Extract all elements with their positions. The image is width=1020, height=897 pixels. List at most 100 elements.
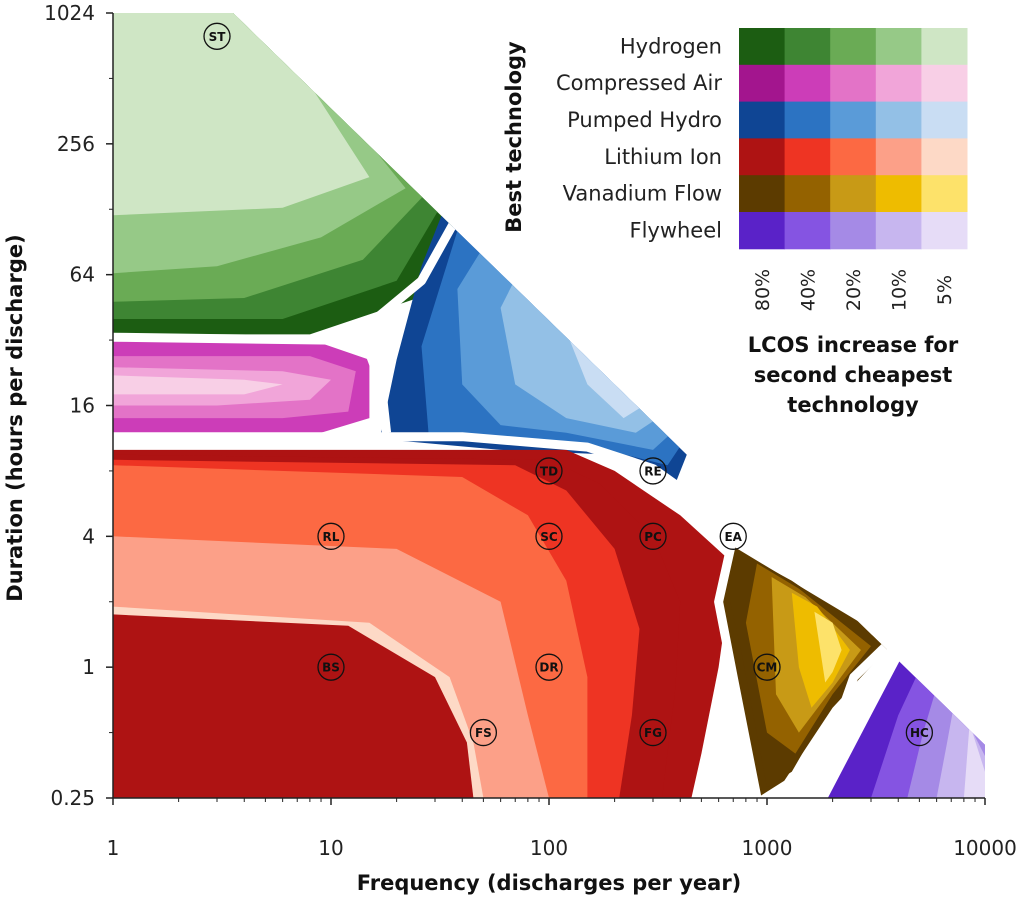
- legend-swatch: [875, 28, 922, 66]
- legend-level-title-line-3: technology: [787, 393, 919, 417]
- legend-swatch: [830, 64, 877, 103]
- application-marker-td: TD: [535, 457, 563, 485]
- application-marker-re: RE: [639, 457, 667, 485]
- legend-swatch: [921, 212, 968, 250]
- compressed-air-region: [113, 340, 370, 433]
- application-marker-st: ST: [203, 22, 231, 50]
- boundary-line: [812, 635, 897, 783]
- boundary-line: [113, 332, 392, 434]
- marker-label: ST: [209, 30, 227, 44]
- application-marker-bs: BS: [317, 653, 345, 681]
- x-tick-label: 10000: [953, 836, 1017, 860]
- legend-swatch: [875, 138, 922, 176]
- legend-swatch: [784, 101, 831, 139]
- application-marker-pc: PC: [639, 522, 667, 550]
- legend-swatch: [921, 64, 968, 103]
- marker-circle: [753, 653, 781, 681]
- legend-swatch: [784, 138, 831, 176]
- marker-label: CM: [757, 661, 778, 675]
- marker-circle: [535, 653, 563, 681]
- application-marker-fs: FS: [469, 718, 498, 747]
- boundary-line: [372, 205, 467, 323]
- legend-row-label: Hydrogen: [620, 34, 722, 58]
- legend-row-label: Pumped Hydro: [567, 108, 722, 132]
- legend-swatch: [875, 175, 922, 213]
- y-tick-label: 64: [70, 263, 95, 287]
- contour-band: [113, 375, 283, 395]
- application-marker-cm: CM: [753, 653, 781, 681]
- axis-ticks: 1 10 100 1000 10000 0.25 1 4 16 64 256 1024: [44, 1, 1017, 860]
- marker-label: FG: [644, 726, 662, 740]
- legend-level-label: 80%: [752, 269, 774, 311]
- marker-label: HC: [910, 726, 929, 740]
- x-tick-label: 10: [318, 836, 343, 860]
- legend-swatch: [921, 138, 968, 176]
- y-tick-label: 1: [82, 655, 95, 679]
- application-marker-dr: DR: [535, 653, 563, 681]
- legend-row-label: Vanadium Flow: [563, 182, 722, 206]
- legend-swatch: [739, 101, 786, 139]
- legend-level-title-line-1: LCOS increase for: [748, 333, 959, 357]
- hydrogen-region: [113, 13, 463, 335]
- y-tick-label: 16: [70, 394, 95, 418]
- legend-swatch: [830, 28, 877, 66]
- marker-label: BS: [322, 661, 340, 675]
- legend-swatch: [921, 101, 968, 139]
- y-tick-label: 1024: [44, 1, 95, 25]
- legend-swatch: [739, 64, 786, 103]
- legend-swatch: [921, 175, 968, 213]
- application-marker-rl: RL: [317, 522, 345, 550]
- contour-band: [814, 611, 842, 683]
- marker-label: TD: [540, 464, 558, 478]
- legend-swatch: [739, 28, 786, 66]
- legend-level-label: 5%: [934, 275, 956, 305]
- marker-circle: [639, 457, 667, 485]
- legend-swatch: [830, 101, 877, 139]
- application-marker-hc: HC: [905, 718, 934, 747]
- legend-row-label: Flywheel: [629, 218, 722, 242]
- x-tick-label: 1: [107, 836, 120, 860]
- legend-swatch: [784, 212, 831, 250]
- legend-level-label: 20%: [843, 269, 865, 311]
- marker-circle: [535, 457, 563, 485]
- legend-swatch: [784, 28, 831, 66]
- y-tick-label: 0.25: [50, 786, 95, 810]
- application-marker-sc: SC: [535, 522, 563, 550]
- legend-level-label: 10%: [889, 269, 911, 311]
- legend-rows: Hydrogen Compressed Air Pumped Hydro Lithiu…: [556, 28, 968, 250]
- x-axis-title: Frequency (discharges per year): [357, 871, 742, 895]
- legend-level-labels: 80% 40% 20% 10% 5%: [752, 269, 956, 311]
- marker-circle: [317, 522, 345, 550]
- legend-swatch: [830, 212, 877, 250]
- legend-swatch: [921, 28, 968, 66]
- marker-label: EA: [724, 530, 742, 544]
- marker-circle: [719, 522, 747, 550]
- marker-circle: [317, 653, 345, 681]
- legend-level-label: 40%: [797, 269, 819, 311]
- legend: Best technology Hydrogen Compressed Air Pu…: [502, 28, 968, 417]
- technology-regions: [113, 13, 985, 798]
- legend-swatch: [739, 175, 786, 213]
- application-marker-fg: FG: [639, 718, 667, 747]
- legend-row-label: Compressed Air: [556, 71, 722, 95]
- legend-title: Best technology: [502, 41, 526, 233]
- y-tick-label: 4: [82, 524, 95, 548]
- marker-label: DR: [539, 661, 558, 675]
- marker-label: RL: [323, 530, 340, 544]
- boundary-line: [714, 535, 762, 798]
- contour-band: [963, 723, 985, 798]
- legend-swatch: [875, 64, 922, 103]
- x-tick-label: 100: [530, 836, 568, 860]
- marker-circle: [203, 22, 231, 50]
- y-axis-title: Duration (hours per discharge): [3, 234, 27, 601]
- marker-circle: [535, 522, 563, 550]
- vanadium-flow-region: [715, 546, 894, 798]
- y-tick-label: 256: [57, 132, 95, 156]
- legend-swatch: [739, 212, 786, 250]
- legend-swatch: [739, 138, 786, 176]
- marker-circle: [639, 522, 667, 550]
- legend-swatch: [784, 64, 831, 103]
- contour-band: [113, 13, 370, 216]
- legend-swatch: [875, 101, 922, 139]
